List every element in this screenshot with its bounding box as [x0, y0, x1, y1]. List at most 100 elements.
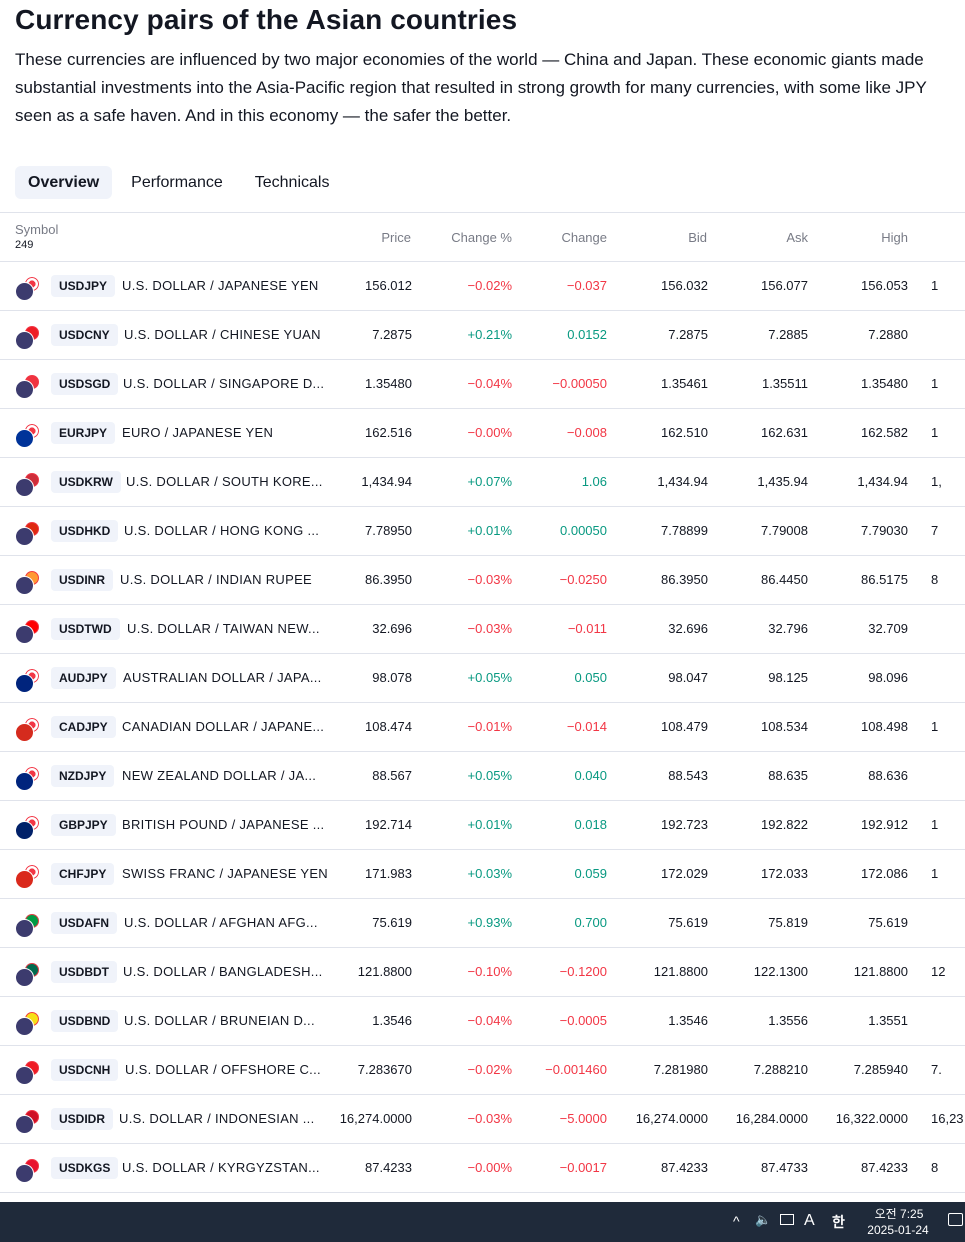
currency-flags-icon — [15, 619, 41, 644]
ticker-badge[interactable]: USDKRW — [51, 471, 121, 493]
pair-name[interactable]: AUSTRALIAN DOLLAR / JAPA... — [123, 670, 322, 685]
change-percent-cell: −0.01% — [467, 719, 512, 734]
table-row[interactable]: USDIDR U.S. DOLLAR / INDONESIAN ... 16,274… — [0, 1095, 965, 1144]
ticker-badge[interactable]: AUDJPY — [51, 667, 116, 689]
pair-name[interactable]: U.S. DOLLAR / JAPANESE YEN — [122, 278, 319, 293]
table-row[interactable]: NZDJPY NEW ZEALAND DOLLAR / JA... 88.567 +0… — [0, 752, 965, 801]
table-row[interactable]: USDINR U.S. DOLLAR / INDIAN RUPEE 86.3950 −… — [0, 556, 965, 605]
ask-cell: 172.033 — [761, 866, 808, 881]
ticker-badge[interactable]: USDBND — [51, 1010, 119, 1032]
tab-performance[interactable]: Performance — [131, 174, 223, 191]
clock-date[interactable]: 2025-01-24 — [867, 1223, 929, 1237]
table-row[interactable]: GBPJPY BRITISH POUND / JAPANESE ... 192.71… — [0, 801, 965, 850]
change-cell: −0.0005 — [559, 1013, 607, 1028]
table-row[interactable]: CHFJPY SWISS FRANC / JAPANESE YEN 171.983 +… — [0, 850, 965, 899]
ticker-badge[interactable]: EURJPY — [51, 422, 116, 444]
ime-language-indicator[interactable]: A — [804, 1212, 815, 1229]
pair-name[interactable]: CANADIAN DOLLAR / JAPANE... — [122, 719, 325, 734]
pair-name[interactable]: U.S. DOLLAR / INDIAN RUPEE — [120, 572, 313, 587]
table-row[interactable]: USDBND U.S. DOLLAR / BRUNEIAN D... 1.3546 −… — [0, 997, 965, 1046]
notification-icon[interactable] — [948, 1213, 963, 1226]
ticker-badge[interactable]: USDIDR — [51, 1108, 114, 1130]
pair-name[interactable]: SWISS FRANC / JAPANESE YEN — [122, 866, 328, 881]
ticker-badge[interactable]: USDTWD — [51, 618, 120, 640]
ticker-badge[interactable]: USDKGS — [51, 1157, 119, 1179]
bid-cell: 156.032 — [661, 278, 708, 293]
pair-name[interactable]: U.S. DOLLAR / INDONESIAN ... — [119, 1111, 315, 1126]
ticker-badge[interactable]: CADJPY — [51, 716, 116, 738]
tab-overview[interactable]: Overview — [15, 166, 113, 199]
pair-name[interactable]: U.S. DOLLAR / BANGLADESH... — [123, 964, 323, 979]
table-row[interactable]: USDKGS U.S. DOLLAR / KYRGYZSTAN... 87.4233… — [0, 1144, 965, 1193]
page-title: Currency pairs of the Asian countries — [15, 4, 518, 35]
ime-korean-indicator[interactable]: 한 — [832, 1214, 845, 1230]
pair-name[interactable]: BRITISH POUND / JAPANESE ... — [122, 817, 325, 832]
pair-name[interactable]: U.S. DOLLAR / AFGHAN AFG... — [124, 915, 318, 930]
ticker-badge[interactable]: USDAFN — [51, 912, 117, 934]
table-row[interactable]: EURJPY EURO / JAPANESE YEN 162.516 −0.00% −0… — [0, 409, 965, 458]
table-row[interactable]: USDBDT U.S. DOLLAR / BANGLADESH... 121.880… — [0, 948, 965, 997]
table-row[interactable]: USDJPY U.S. DOLLAR / JAPANESE YEN 156.012 −… — [0, 262, 965, 311]
high-column-header[interactable]: High — [881, 230, 908, 245]
bid-column-header[interactable]: Bid — [688, 230, 707, 245]
base-flag-icon — [15, 723, 34, 742]
table-row[interactable]: USDSGD U.S. DOLLAR / SINGAPORE D... 1.3548… — [0, 360, 965, 409]
table-row[interactable]: USDCNY U.S. DOLLAR / CHINESE YUAN 7.2875 +0… — [0, 311, 965, 360]
clock-time[interactable]: 오전 7:25 — [874, 1207, 924, 1221]
volume-icon[interactable]: 🔈 — [755, 1212, 772, 1227]
price-column-header[interactable]: Price — [381, 230, 411, 245]
pair-name[interactable]: U.S. DOLLAR / OFFSHORE C... — [125, 1062, 321, 1077]
base-flag-icon — [15, 429, 34, 448]
low-cell-partial: 7 — [931, 523, 939, 538]
ticker-badge[interactable]: CHFJPY — [51, 863, 115, 885]
pair-name[interactable]: U.S. DOLLAR / HONG KONG ... — [124, 523, 320, 538]
table-row[interactable]: AUDJPY AUSTRALIAN DOLLAR / JAPA... 98.078 +… — [0, 654, 965, 703]
ask-column-header[interactable]: Ask — [786, 230, 808, 245]
change-column-header[interactable]: Change — [561, 230, 607, 245]
table-row[interactable]: USDAFN U.S. DOLLAR / AFGHAN AFG... 75.619 +… — [0, 899, 965, 948]
ticker-badge[interactable]: USDBDT — [51, 961, 117, 983]
low-cell-partial: 1 — [931, 376, 939, 391]
base-flag-icon — [15, 576, 34, 595]
change-percent-column-header[interactable]: Change % — [451, 230, 512, 245]
pair-name[interactable]: U.S. DOLLAR / BRUNEIAN D... — [124, 1013, 315, 1028]
ticker-badge[interactable]: USDSGD — [51, 373, 119, 395]
bid-cell: 7.281980 — [653, 1062, 708, 1077]
ask-cell: 86.4450 — [761, 572, 808, 587]
pair-name[interactable]: U.S. DOLLAR / TAIWAN NEW... — [127, 621, 320, 636]
chevron-up-icon[interactable]: ^ — [733, 1213, 740, 1229]
currency-flags-icon — [15, 717, 41, 742]
table-row[interactable]: USDCNH U.S. DOLLAR / OFFSHORE C... 7.28367… — [0, 1046, 965, 1095]
change-cell: 0.018 — [574, 817, 607, 832]
network-icon[interactable] — [780, 1214, 794, 1225]
table-row[interactable]: USDHKD U.S. DOLLAR / HONG KONG ... 7.78950… — [0, 507, 965, 556]
ticker-badge[interactable]: USDJPY — [51, 275, 116, 297]
ticker-badge[interactable]: USDHKD — [51, 520, 119, 542]
pair-name[interactable]: EURO / JAPANESE YEN — [122, 425, 274, 440]
ticker-badge[interactable]: NZDJPY — [51, 765, 115, 787]
pair-name[interactable]: U.S. DOLLAR / CHINESE YUAN — [124, 327, 321, 342]
table-row[interactable]: USDKRW U.S. DOLLAR / SOUTH KORE... 1,434.9… — [0, 458, 965, 507]
ticker-badge[interactable]: GBPJPY — [51, 814, 116, 836]
price-cell: 98.078 — [372, 670, 412, 685]
ticker-badge[interactable]: USDINR — [51, 569, 114, 591]
price-cell: 16,274.0000 — [339, 1111, 412, 1126]
change-cell: 0.059 — [574, 866, 607, 881]
pair-name[interactable]: U.S. DOLLAR / SINGAPORE D... — [123, 376, 325, 391]
base-flag-icon — [15, 821, 34, 840]
pair-name[interactable]: NEW ZEALAND DOLLAR / JA... — [122, 768, 317, 783]
currency-flags-icon — [15, 1158, 41, 1183]
low-cell-partial: 1 — [931, 278, 939, 293]
pair-name[interactable]: U.S. DOLLAR / SOUTH KORE... — [126, 474, 323, 489]
table-row[interactable]: CADJPY CANADIAN DOLLAR / JAPANE... 108.474… — [0, 703, 965, 752]
symbol-column-header[interactable]: Symbol — [15, 222, 59, 237]
ask-cell: 1,435.94 — [757, 474, 808, 489]
ticker-badge[interactable]: USDCNY — [51, 324, 118, 346]
change-percent-cell: −0.03% — [467, 572, 512, 587]
table-row[interactable]: USDTWD U.S. DOLLAR / TAIWAN NEW... 32.696 −… — [0, 605, 965, 654]
pair-name[interactable]: U.S. DOLLAR / KYRGYZSTAN... — [122, 1160, 320, 1175]
ask-cell: 87.4733 — [761, 1160, 808, 1175]
ticker-badge[interactable]: USDCNH — [51, 1059, 119, 1081]
price-cell: 171.983 — [365, 866, 412, 881]
tab-technicals[interactable]: Technicals — [254, 174, 330, 191]
